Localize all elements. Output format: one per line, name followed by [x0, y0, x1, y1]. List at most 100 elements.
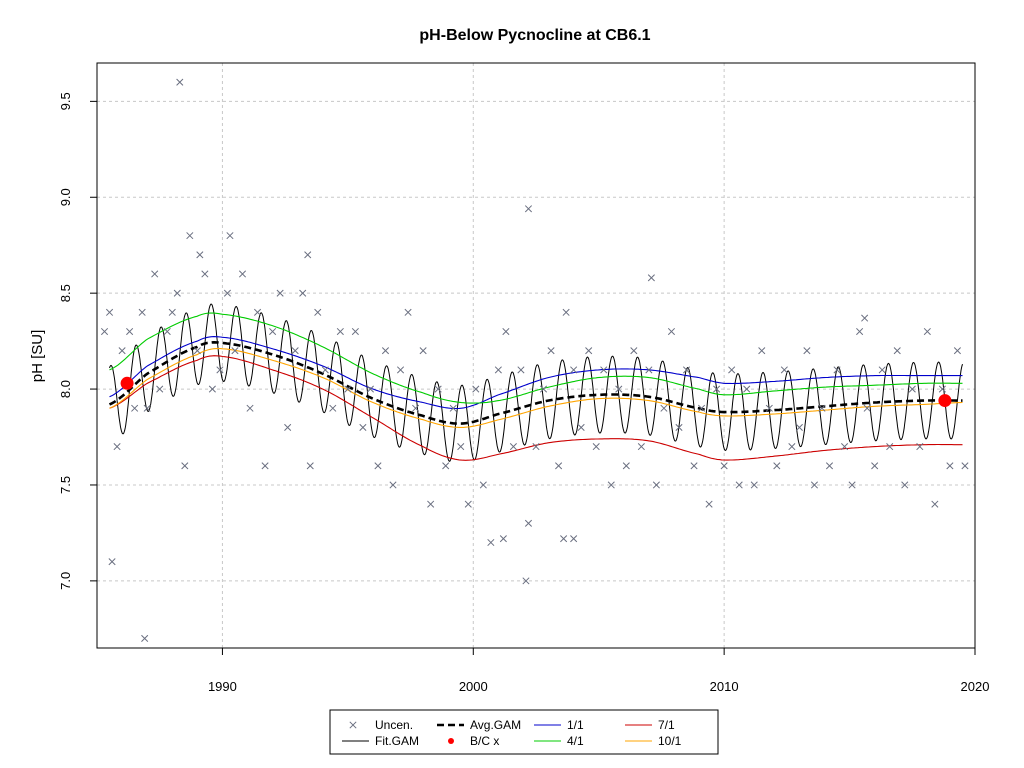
plot-frame [96, 62, 976, 649]
uncensored-point [299, 289, 307, 297]
uncensored-point [585, 347, 593, 355]
uncensored-point [502, 327, 510, 336]
uncensored-point [517, 366, 525, 374]
uncensored-point [622, 462, 630, 470]
uncensored-point [269, 327, 277, 336]
legend: Uncen. Fit.GAM Avg.GAM B/C x 1/1 4/1 7/1 10/1 [329, 709, 719, 755]
uncensored-point [374, 462, 382, 470]
uncensored-point [306, 462, 314, 470]
uncensored-point [479, 481, 487, 489]
x-tick-label: 1990 [208, 679, 237, 694]
legend-label: Avg.GAM [470, 718, 521, 732]
uncensored-point [931, 500, 939, 508]
legend-item-b-c-x: B/C x [448, 734, 499, 748]
uncensored-point [366, 385, 374, 393]
uncensored-point [750, 481, 758, 489]
uncensored-point [118, 347, 126, 355]
uncensored-point [524, 519, 533, 527]
uncensored-point [226, 232, 234, 240]
uncensored-point [893, 347, 901, 355]
uncensored-point [698, 404, 706, 412]
x-tick-label: 2010 [710, 679, 739, 694]
uncensored-point [434, 385, 442, 393]
legend-symbol [349, 721, 357, 729]
uncensored-point [176, 78, 184, 86]
uncensored-point [336, 327, 344, 336]
uncensored-point [494, 366, 502, 374]
uncensored-point [713, 385, 721, 393]
x-axis: 1990 2000 2010 2020 [208, 648, 989, 694]
uncensored-point [427, 500, 435, 508]
uncensored-point [201, 270, 209, 278]
uncensored-point [908, 385, 916, 393]
uncensored-point [113, 443, 121, 451]
bc-point [120, 376, 134, 390]
uncensored-point [499, 535, 507, 543]
uncensored-point [539, 385, 548, 393]
uncensored-point [231, 347, 239, 355]
uncensored-point [600, 366, 608, 374]
uncensored-point [570, 535, 578, 543]
uncensored-point [381, 347, 390, 355]
uncensored-point [938, 385, 946, 393]
uncensored-point [728, 366, 736, 374]
uncensored-point [647, 274, 655, 282]
uncensored-point [560, 535, 568, 543]
uncensored-point [442, 462, 450, 470]
uncensored-point [100, 327, 109, 336]
uncensored-point [314, 308, 322, 316]
legend-label: 10/1 [658, 734, 682, 748]
uncensored-point [291, 347, 299, 355]
uncensored-point [886, 443, 894, 451]
uncensored-point [780, 366, 788, 374]
uncensored-point [607, 481, 615, 489]
y-axis-label: pH [SU] [29, 330, 46, 383]
uncensored-point [652, 481, 660, 489]
uncensored-point [901, 481, 909, 489]
bc-point [938, 394, 952, 408]
uncensored-point [253, 308, 262, 316]
uncensored-point [168, 308, 176, 316]
series-line-4-1 [109, 312, 963, 404]
uncensored-point [344, 385, 352, 393]
uncensored-point [863, 404, 871, 412]
uncensored-point [592, 443, 600, 451]
uncensored-point [396, 366, 405, 374]
uncensored-point [758, 347, 766, 355]
series-lines [108, 303, 963, 462]
uncensored-point [833, 366, 841, 374]
uncensored-point [141, 634, 149, 642]
uncensored-point [856, 327, 864, 336]
legend-box [329, 709, 719, 755]
uncensored-point [276, 289, 284, 297]
legend-item-4-1: 4/1 [534, 734, 584, 748]
uncensored-point [878, 366, 886, 374]
uncensored-point [524, 205, 533, 213]
uncensored-point [457, 443, 465, 451]
uncensored-point [284, 423, 292, 431]
x-tick-label: 2020 [961, 679, 990, 694]
uncensored-point [547, 347, 555, 355]
uncensored-point [675, 423, 683, 431]
uncensored-point [238, 270, 247, 278]
uncensored-point [577, 423, 585, 431]
uncensored-point [615, 385, 623, 393]
uncensored-point [562, 308, 570, 316]
uncensored-point [351, 327, 359, 336]
uncensored-point [720, 462, 728, 470]
uncensored-point [419, 347, 427, 355]
uncensored-point [532, 443, 540, 451]
uncensored-point [208, 385, 216, 393]
uncensored-point [359, 423, 367, 431]
uncensored-point [923, 327, 931, 336]
series-line-7-1 [109, 355, 963, 461]
legend-label: 7/1 [658, 718, 675, 732]
uncensored-point [848, 481, 856, 489]
uncensored-point [472, 385, 480, 393]
legend-label: Fit.GAM [375, 734, 419, 748]
uncensored-point [803, 347, 811, 355]
legend-item-fit-gam: Fit.GAM [342, 734, 419, 748]
uncensored-point [946, 462, 954, 470]
y-tick-label: 7.5 [58, 476, 73, 494]
legend-label: 1/1 [567, 718, 584, 732]
